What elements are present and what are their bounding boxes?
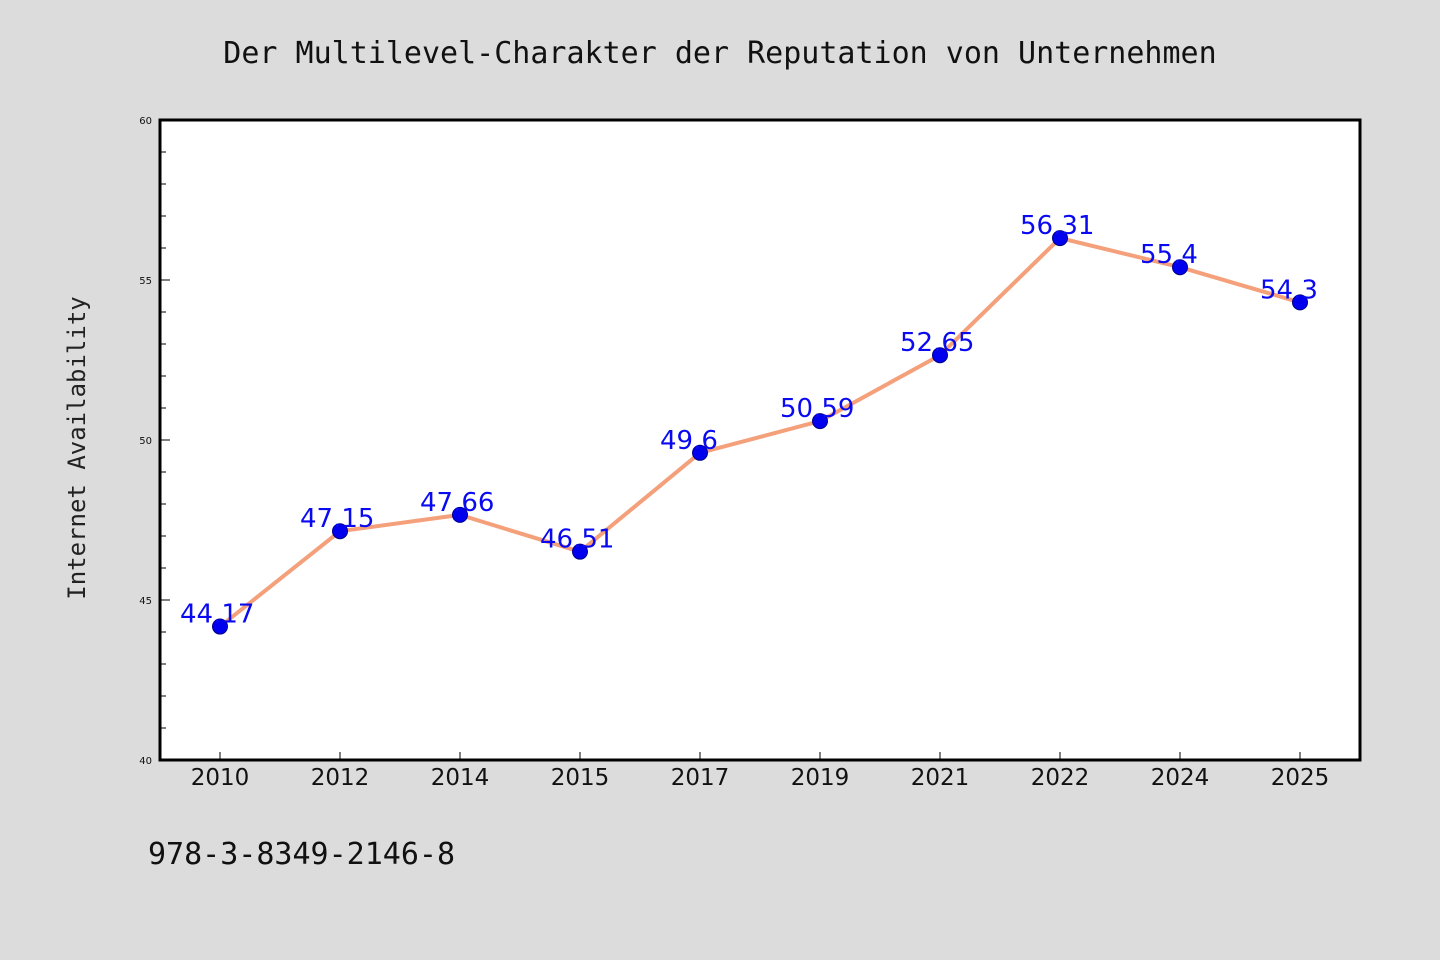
x-tick-label: 2019	[791, 765, 850, 791]
data-label: 56.31	[1020, 211, 1094, 241]
y-axis-ticks: 40 45 50 55 60	[139, 116, 170, 767]
y-axis-label: Internet Availability	[63, 296, 91, 599]
data-point	[452, 506, 468, 523]
data-point	[812, 413, 828, 430]
y-tick-label: 50	[139, 436, 152, 447]
x-tick-label: 2015	[551, 765, 610, 791]
data-label: 54.3	[1260, 275, 1318, 305]
data-points	[212, 230, 1308, 635]
series-line	[218, 236, 1301, 629]
series-line-group	[218, 236, 1301, 629]
data-point	[332, 523, 348, 540]
data-point	[572, 543, 588, 560]
data-label: 52.65	[900, 328, 974, 358]
data-point	[932, 347, 948, 364]
data-label: 47.66	[420, 488, 494, 518]
data-point	[1172, 259, 1188, 276]
data-label: 50.59	[780, 394, 854, 424]
plot-area	[158, 118, 1362, 762]
data-label: 46.51	[540, 525, 614, 555]
x-tick-label: 2012	[311, 765, 370, 791]
y-tick-label: 60	[139, 116, 152, 127]
x-axis-ticks: 2010 2012 2014 2015 2017 2019 2021 2022 2024 2025	[191, 752, 1330, 791]
data-labels: 44.17 47.15 47.66 46.51 49.6 50.59 52.65 56.31 5…	[180, 211, 1318, 629]
x-tick-label: 2021	[911, 765, 970, 791]
isbn-footer: 978-3-8349-2146-8	[148, 837, 455, 872]
y-tick-label: 55	[139, 276, 152, 287]
data-label: 55.4	[1140, 240, 1198, 270]
x-tick-label: 2014	[431, 765, 490, 791]
data-label: 49.6	[660, 426, 718, 456]
x-tick-label: 2010	[191, 765, 250, 791]
y-tick-label: 45	[139, 596, 152, 607]
data-point	[1292, 294, 1308, 311]
x-tick-label: 2022	[1031, 765, 1090, 791]
data-point	[212, 618, 228, 635]
y-tick-label: 40	[139, 756, 152, 767]
x-tick-label: 2024	[1151, 765, 1210, 791]
data-point	[692, 444, 708, 461]
x-tick-label: 2017	[671, 765, 730, 791]
data-point	[1052, 230, 1068, 247]
x-tick-label: 2025	[1271, 765, 1330, 791]
chart-title: Der Multilevel-Charakter der Reputation …	[223, 36, 1216, 71]
data-label: 44.17	[180, 600, 254, 630]
data-label: 47.15	[300, 504, 374, 534]
